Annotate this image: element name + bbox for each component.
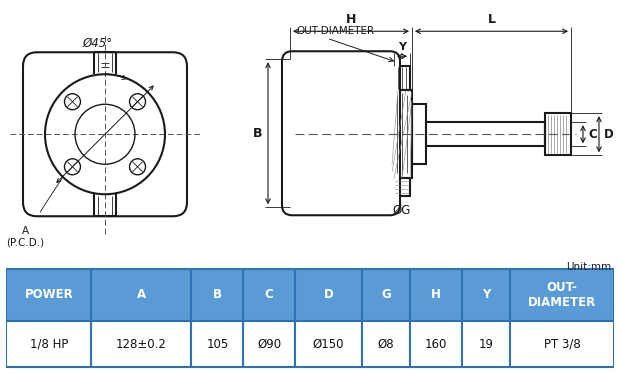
Bar [6,321,91,367]
Text: D: D [324,288,334,302]
Bar [362,321,410,367]
Text: G: G [381,288,391,302]
Bar [510,321,614,367]
Bar [290,59,392,207]
Text: Ø45°: Ø45° [82,37,112,50]
Text: Unit:mm: Unit:mm [565,262,611,272]
Text: 1/8 HP: 1/8 HP [30,338,68,351]
Text: PT 3/8: PT 3/8 [544,338,580,351]
Bar [392,90,412,178]
Bar [192,268,243,321]
FancyBboxPatch shape [23,52,187,216]
Bar [394,66,410,90]
Text: ØG: ØG [393,204,411,217]
Text: 105: 105 [206,338,229,351]
Text: C: C [588,128,596,141]
Bar [91,268,192,321]
Text: Y: Y [482,288,490,302]
Text: H: H [431,288,441,302]
Text: B: B [252,127,262,140]
Bar [545,113,571,155]
Bar [394,178,410,196]
Bar [412,104,426,164]
Bar [362,268,410,321]
Text: A: A [137,288,146,302]
Bar [410,321,462,367]
FancyBboxPatch shape [282,51,400,215]
Bar [91,321,192,367]
Text: 128±0.2: 128±0.2 [116,338,167,351]
Text: L: L [487,13,495,26]
Bar [462,321,510,367]
Text: A
(P.C.D.): A (P.C.D.) [6,226,44,248]
Text: Y: Y [398,42,406,52]
Bar [295,268,362,321]
Bar [462,268,510,321]
Text: 160: 160 [425,338,447,351]
Text: H: H [346,13,356,26]
Text: 19: 19 [479,338,494,351]
Text: OUT-DIAMETER: OUT-DIAMETER [296,26,374,36]
Text: Ø150: Ø150 [312,338,344,351]
Text: POWER: POWER [24,288,73,302]
Bar [426,122,545,146]
Text: D: D [604,128,614,141]
Text: Ø8: Ø8 [378,338,394,351]
Bar [6,268,91,321]
Bar [243,321,295,367]
Text: B: B [213,288,222,302]
Bar [295,321,362,367]
Bar [192,321,243,367]
Bar [410,268,462,321]
Bar [510,268,614,321]
Text: OUT-
DIAMETER: OUT- DIAMETER [528,281,596,309]
Text: Ø90: Ø90 [257,338,281,351]
Text: C: C [265,288,273,302]
Bar [243,268,295,321]
